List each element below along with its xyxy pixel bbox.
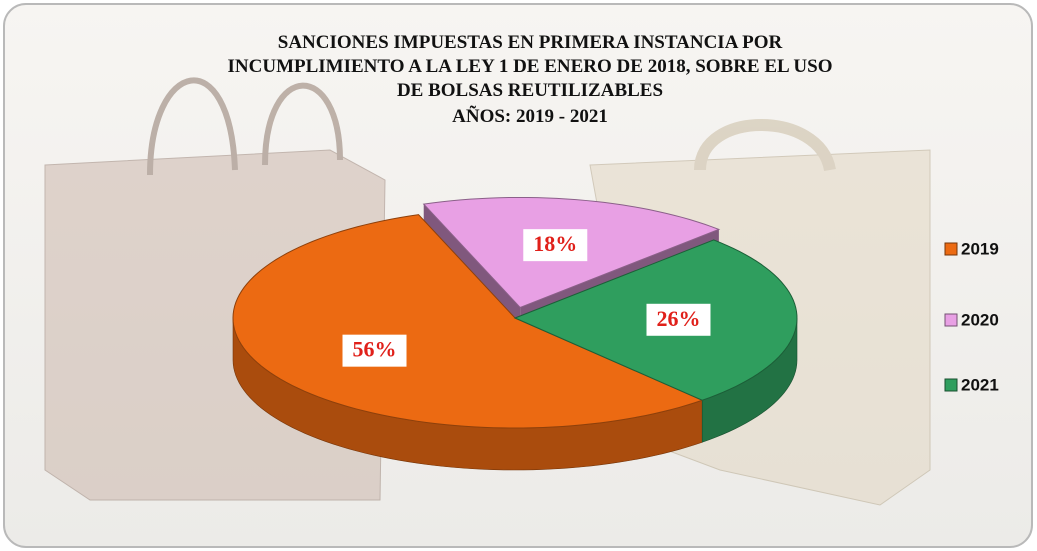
legend-swatch: [944, 313, 958, 327]
data-label-box: [523, 229, 588, 262]
chart-subtitle: AÑOS: 2019 - 2021: [452, 105, 608, 127]
legend-label: 2021: [961, 375, 999, 394]
legend-label: 2019: [961, 239, 999, 258]
data-label: 18%: [533, 231, 577, 256]
data-label: 56%: [353, 337, 397, 362]
chart-title: DE BOLSAS REUTILIZABLES: [397, 80, 663, 101]
data-label: 26%: [656, 306, 700, 331]
legend-swatch: [944, 378, 958, 392]
data-label-box: [646, 303, 711, 336]
data-label-box: [342, 334, 407, 367]
legend-swatch: [944, 242, 958, 256]
chart-title: SANCIONES IMPUESTAS EN PRIMERA INSTANCIA…: [278, 32, 783, 53]
slice: [232, 214, 704, 429]
chart-title: INCUMPLIMIENTO A LA LEY 1 DE ENERO DE 20…: [228, 56, 833, 77]
pie-labels: 56% 18% 26%: [342, 229, 711, 367]
legend-label: 2020: [961, 310, 999, 329]
